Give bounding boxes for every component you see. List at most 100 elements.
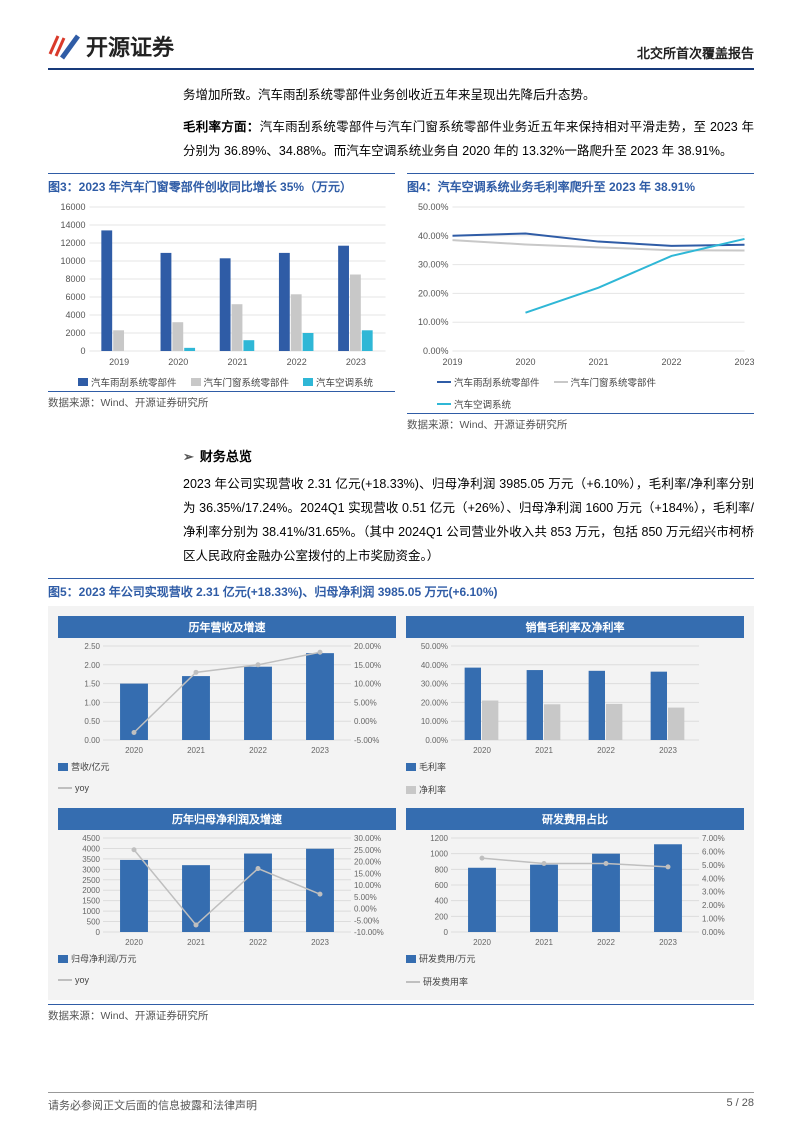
footer-page: 5 / 28 — [726, 1097, 754, 1113]
svg-text:3.00%: 3.00% — [702, 888, 725, 897]
svg-text:2.50: 2.50 — [84, 642, 100, 651]
svg-text:2023: 2023 — [311, 746, 329, 755]
svg-text:0: 0 — [80, 346, 85, 356]
svg-text:2020: 2020 — [125, 938, 143, 947]
svg-text:-5.00%: -5.00% — [354, 917, 379, 926]
fig5-panel-0: 历年营收及增速0.000.501.001.502.002.50-5.00%0.0… — [58, 616, 396, 798]
svg-text:15.00%: 15.00% — [354, 661, 381, 670]
svg-text:1.00%: 1.00% — [702, 915, 725, 924]
svg-text:2021: 2021 — [227, 357, 247, 367]
svg-text:0.00: 0.00 — [84, 736, 100, 745]
svg-text:1.00: 1.00 — [84, 699, 100, 708]
svg-text:20.00%: 20.00% — [354, 858, 381, 867]
fig5-panel-2: 历年归母净利润及增速050010001500200025003000350040… — [58, 808, 396, 990]
svg-text:0.00%: 0.00% — [354, 905, 377, 914]
svg-text:2020: 2020 — [168, 357, 188, 367]
svg-text:2022: 2022 — [249, 938, 267, 947]
svg-text:2.00%: 2.00% — [702, 901, 725, 910]
svg-text:0.00%: 0.00% — [423, 346, 449, 356]
svg-text:7.00%: 7.00% — [702, 834, 725, 843]
fig4-title: 图4：汽车空调系统业务毛利率爬升至 2023 年 38.91% — [407, 173, 754, 195]
svg-text:2023: 2023 — [734, 357, 754, 367]
svg-text:3000: 3000 — [82, 866, 100, 875]
svg-text:0: 0 — [96, 928, 101, 937]
fig5-panel-title: 历年归母净利润及增速 — [58, 808, 396, 830]
company-logo: 开源证券 — [48, 30, 174, 62]
logo-text: 开源证券 — [86, 30, 174, 62]
svg-text:500: 500 — [87, 918, 101, 927]
svg-text:10.00%: 10.00% — [418, 317, 449, 327]
fig3-legend: 汽车雨刮系统零部件汽车门窗系统零部件汽车空调系统 — [48, 371, 395, 389]
svg-text:12000: 12000 — [60, 238, 85, 248]
fig5-panel-title: 研发费用占比 — [406, 808, 744, 830]
svg-text:2000: 2000 — [82, 886, 100, 895]
svg-text:2021: 2021 — [535, 938, 553, 947]
svg-text:40.00%: 40.00% — [418, 231, 449, 241]
svg-text:2021: 2021 — [535, 746, 553, 755]
section-overview-title: 财务总览 — [200, 449, 252, 464]
svg-text:600: 600 — [435, 881, 449, 890]
svg-text:2023: 2023 — [346, 357, 366, 367]
svg-text:2023: 2023 — [659, 746, 677, 755]
svg-text:800: 800 — [435, 866, 449, 875]
bullet-arrow-icon: ➢ — [183, 449, 194, 464]
svg-text:30.00%: 30.00% — [421, 680, 448, 689]
svg-text:2019: 2019 — [442, 357, 462, 367]
logo-icon — [48, 30, 80, 62]
svg-text:1200: 1200 — [430, 834, 448, 843]
svg-text:50.00%: 50.00% — [421, 642, 448, 651]
svg-text:25.00%: 25.00% — [354, 846, 381, 855]
svg-text:1500: 1500 — [82, 897, 100, 906]
svg-text:10.00%: 10.00% — [354, 680, 381, 689]
page-header: 开源证券 北交所首次覆盖报告 — [48, 30, 754, 70]
svg-text:1.50: 1.50 — [84, 680, 100, 689]
svg-text:2020: 2020 — [473, 938, 491, 947]
svg-text:2020: 2020 — [515, 357, 535, 367]
svg-text:14000: 14000 — [60, 220, 85, 230]
svg-text:6.00%: 6.00% — [702, 848, 725, 857]
para-intro: 务增加所致。汽车雨刮系统零部件业务创收近五年来呈现出先降后升态势。 — [183, 84, 754, 108]
fig5-panel-title: 销售毛利率及净利率 — [406, 616, 744, 638]
svg-text:20.00%: 20.00% — [421, 699, 448, 708]
fig4-source: 数据来源：Wind、开源证券研究所 — [407, 413, 754, 432]
fig4-chart: 0.00%10.00%20.00%30.00%40.00%50.00%20192… — [407, 201, 754, 371]
svg-text:2022: 2022 — [597, 746, 615, 755]
svg-text:2022: 2022 — [287, 357, 307, 367]
svg-text:400: 400 — [435, 897, 449, 906]
section-overview-head: ➢ 财务总览 — [183, 446, 754, 465]
svg-text:2.00: 2.00 — [84, 661, 100, 670]
para-overview: 2023 年公司实现营收 2.31 亿元(+18.33%)、归母净利润 3985… — [183, 473, 754, 568]
svg-text:2500: 2500 — [82, 876, 100, 885]
svg-text:2021: 2021 — [187, 746, 205, 755]
fig5-panel-3: 研发费用占比0200400600800100012000.00%1.00%2.0… — [406, 808, 744, 990]
svg-text:-10.00%: -10.00% — [354, 928, 384, 937]
svg-text:0.00%: 0.00% — [425, 736, 448, 745]
para-margin: 毛利率方面：汽车雨刮系统零部件与汽车门窗系统零部件业务近五年来保持相对平滑走势，… — [183, 116, 754, 164]
svg-text:2019: 2019 — [109, 357, 129, 367]
svg-text:30.00%: 30.00% — [354, 834, 381, 843]
svg-text:4000: 4000 — [65, 310, 85, 320]
fig5-grid: 历年营收及增速0.000.501.001.502.002.50-5.00%0.0… — [48, 606, 754, 1000]
svg-text:50.00%: 50.00% — [418, 202, 449, 212]
svg-text:15.00%: 15.00% — [354, 870, 381, 879]
svg-text:40.00%: 40.00% — [421, 661, 448, 670]
svg-text:2022: 2022 — [661, 357, 681, 367]
fig3-col: 图3：2023 年汽车门窗零部件创收同比增长 35%（万元） 020004000… — [48, 173, 395, 432]
svg-text:200: 200 — [435, 913, 449, 922]
svg-text:5.00%: 5.00% — [354, 699, 377, 708]
fig4-col: 图4：汽车空调系统业务毛利率爬升至 2023 年 38.91% 0.00% 10.… — [407, 173, 754, 432]
fig3-source: 数据来源：Wind、开源证券研究所 — [48, 391, 395, 410]
fig3-chart: 0200040006000800010000120001400016000201… — [48, 201, 395, 371]
svg-text:2020: 2020 — [125, 746, 143, 755]
svg-text:6000: 6000 — [65, 292, 85, 302]
fig-row-3-4: 图3：2023 年汽车门窗零部件创收同比增长 35%（万元） 020004000… — [48, 173, 754, 432]
svg-text:2023: 2023 — [659, 938, 677, 947]
svg-text:1000: 1000 — [430, 850, 448, 859]
svg-text:2000: 2000 — [65, 328, 85, 338]
svg-text:5.00%: 5.00% — [354, 893, 377, 902]
svg-text:2021: 2021 — [588, 357, 608, 367]
svg-text:5.00%: 5.00% — [702, 861, 725, 870]
fig5-source: 数据来源：Wind、开源证券研究所 — [48, 1004, 754, 1023]
svg-text:0.50: 0.50 — [84, 717, 100, 726]
svg-text:0: 0 — [444, 928, 449, 937]
